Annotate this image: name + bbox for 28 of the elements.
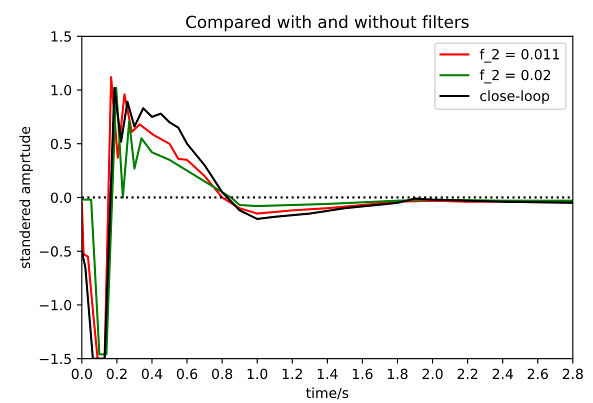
y-tick-label: 0.5 xyxy=(50,138,71,150)
legend-label: f_2 = 0.02 xyxy=(480,70,550,84)
x-tick-label: 1.0 xyxy=(248,368,268,380)
chart-title: Compared with and without filters xyxy=(186,15,469,32)
x-axis-title: time/s xyxy=(306,387,348,400)
y-tick-label: −1.0 xyxy=(40,300,72,310)
legend-label: close-loop xyxy=(480,90,550,104)
x-tick-label: 2.8 xyxy=(562,368,583,380)
legend-label: f_2 = 0.011 xyxy=(480,48,560,63)
x-tick-label: 0.2 xyxy=(106,368,127,380)
y-tick-label: −1.5 xyxy=(40,354,71,364)
x-tick-label: 2.6 xyxy=(528,368,548,380)
y-axis-title: standered amprtude xyxy=(19,126,33,268)
x-tick-label: 0.4 xyxy=(142,368,162,380)
x-tick-label: 1.6 xyxy=(352,368,373,380)
x-tick-label: 1.4 xyxy=(318,368,338,379)
x-tick-label: 2.4 xyxy=(492,368,513,379)
x-tick-label: 0.0 xyxy=(72,368,92,380)
x-tick-label: 1.2 xyxy=(282,368,302,379)
y-tick-label: 0.0 xyxy=(50,192,72,203)
y-tick-label: 1.0 xyxy=(52,84,72,96)
x-tick-label: 0.6 xyxy=(176,368,198,380)
x-tick-label: 0.8 xyxy=(212,368,232,380)
x-tick-label: 2.0 xyxy=(422,368,443,380)
x-tick-label: 1.8 xyxy=(388,368,408,380)
y-tick-label: −0.5 xyxy=(40,246,71,257)
x-tick-label: 2.2 xyxy=(458,368,478,379)
y-tick-label: 1.5 xyxy=(52,31,71,42)
